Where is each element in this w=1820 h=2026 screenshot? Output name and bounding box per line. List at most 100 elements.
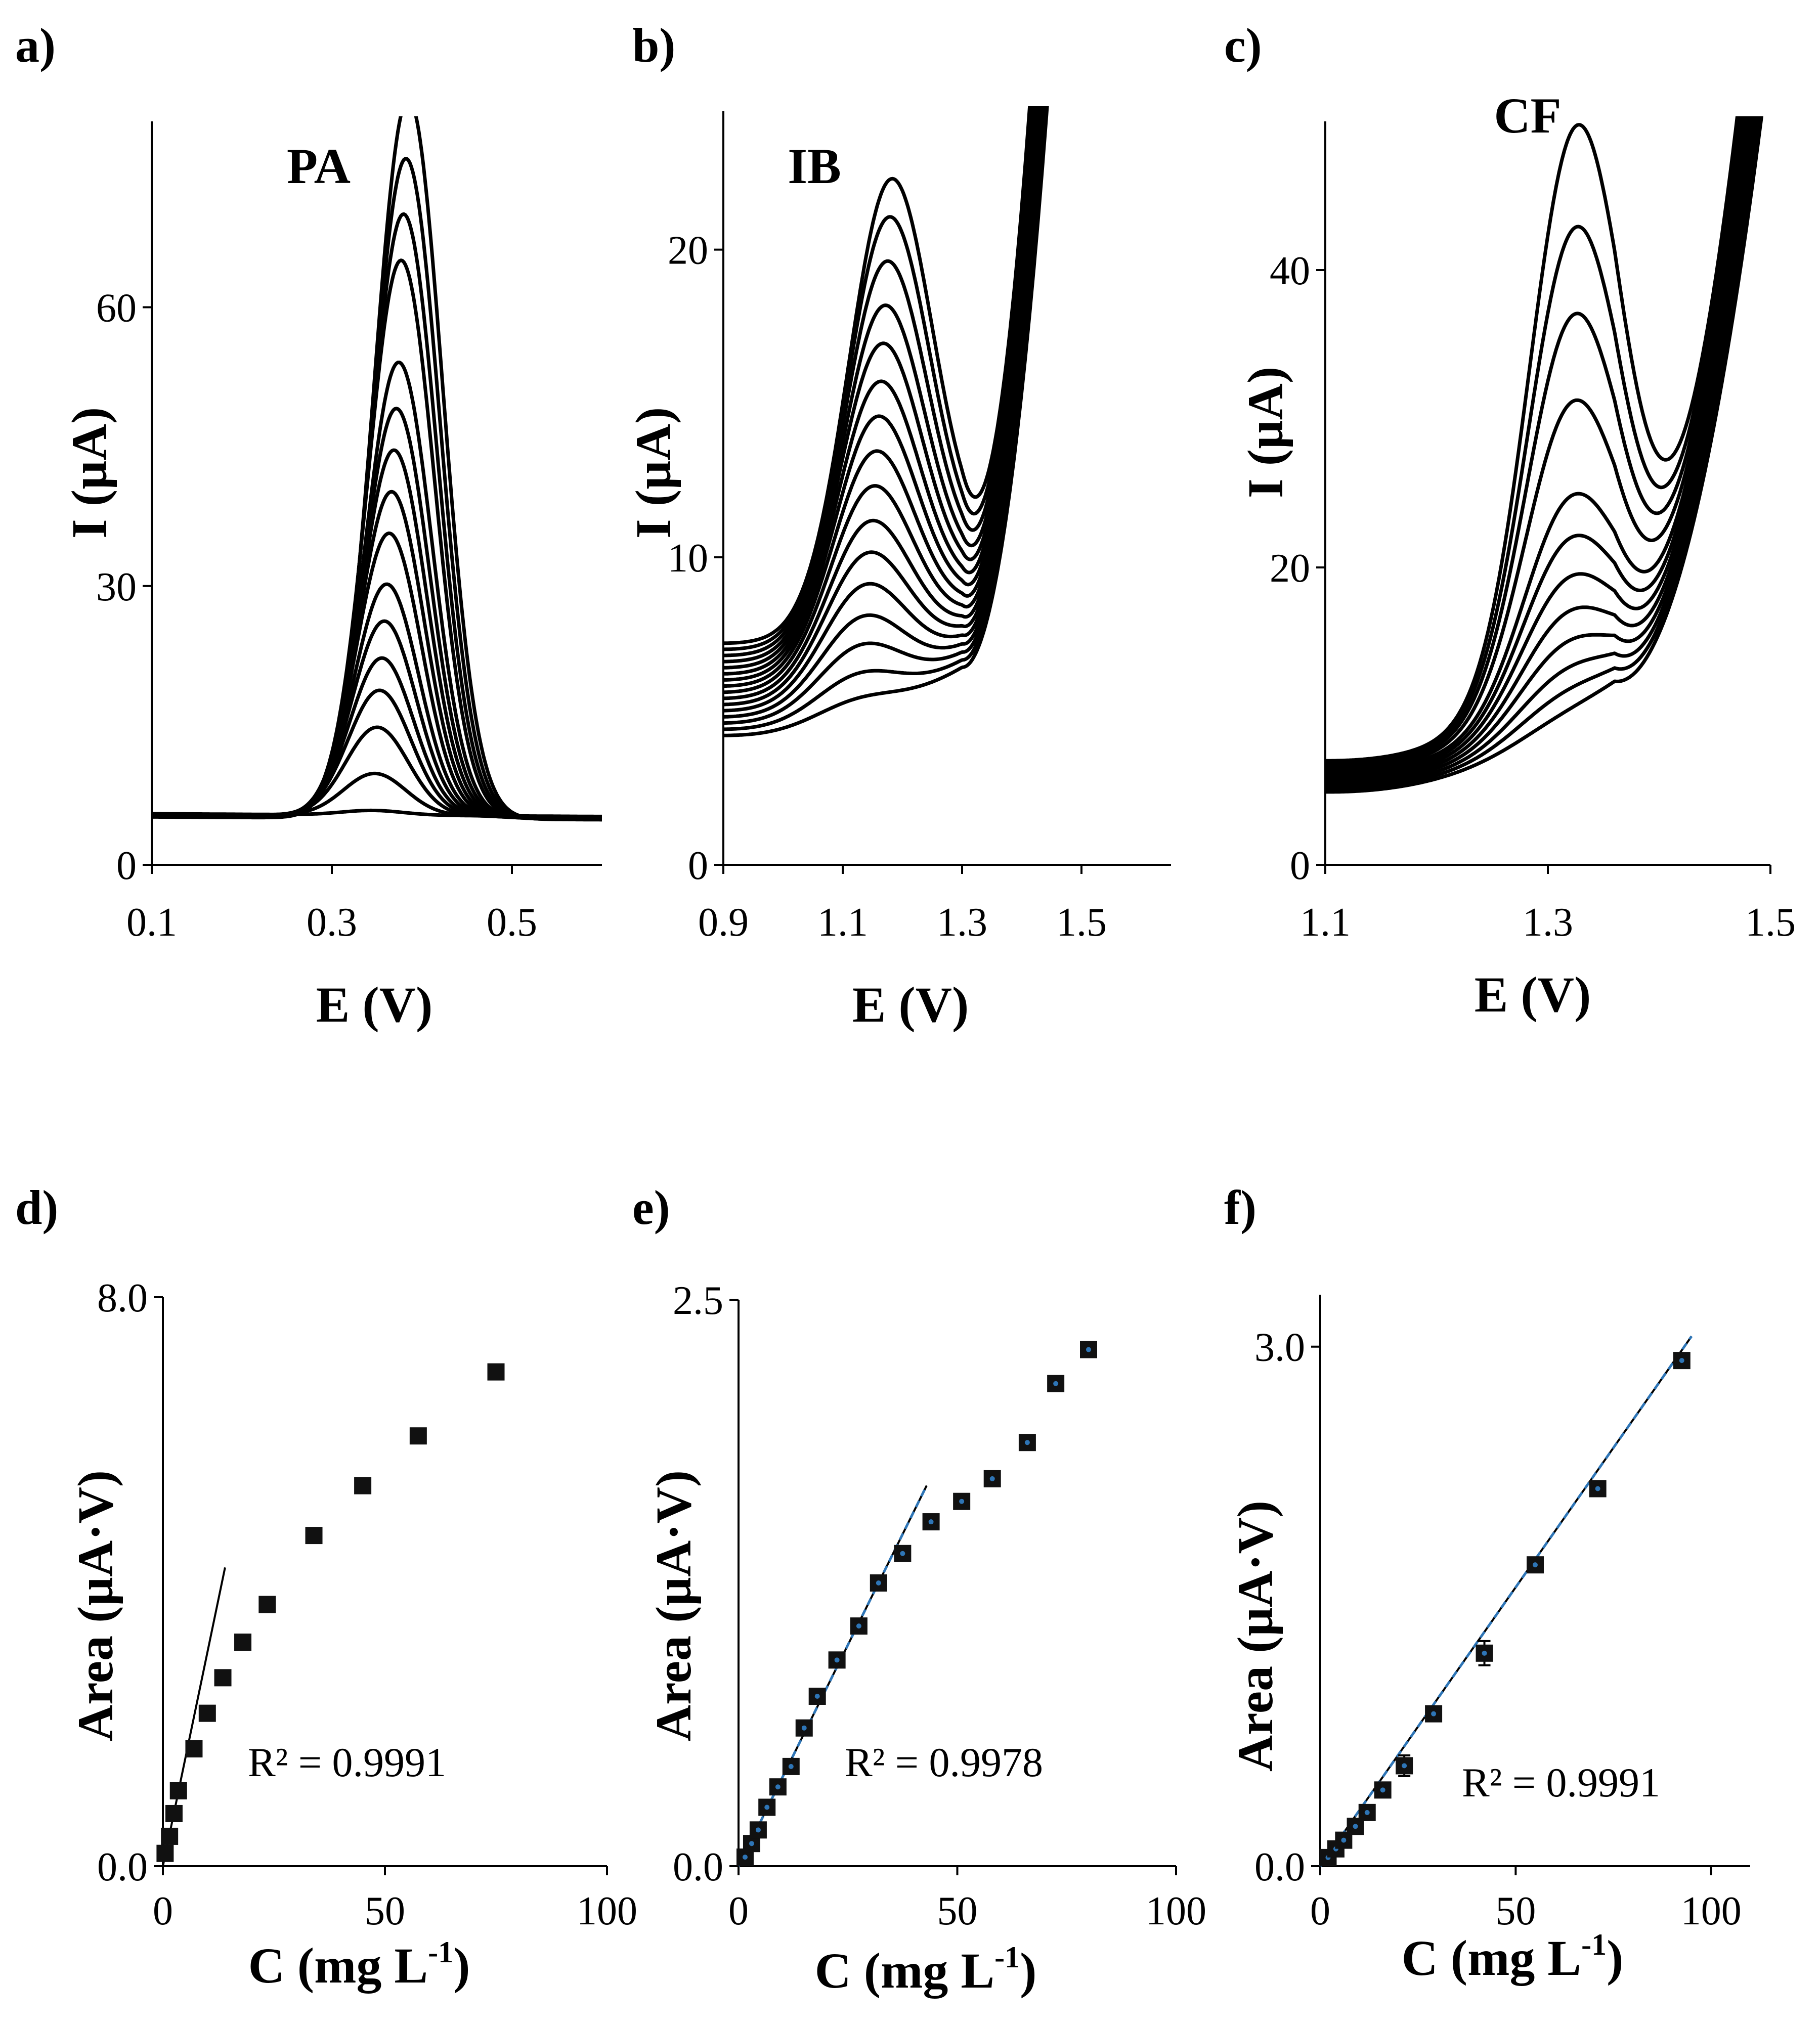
linear-fit-dashed-overlay: [1319, 1335, 1693, 1867]
data-point-center: [1024, 1440, 1030, 1445]
panel-d: d) 0 50 100 0.0 8.0 R² = 0.9991 C (mg L-1) A…: [15, 1180, 637, 1994]
data-point-center: [755, 1827, 761, 1833]
chart-title-c: CF: [1494, 87, 1561, 144]
x-axis-title-e: C (mg L-1): [815, 1941, 1037, 1999]
y-tick-label: 8.0: [97, 1276, 148, 1320]
voltammogram-curve: [152, 490, 602, 820]
voltammogram-curve: [1325, 116, 1756, 785]
y-tick-label: 40: [1270, 249, 1310, 293]
data-point-center: [801, 1725, 807, 1731]
x-tick-label: 0: [153, 1889, 173, 1933]
voltammogram-curve: [152, 656, 602, 819]
x-axis-title-a: E (V): [316, 977, 433, 1033]
x-axis-title-end-d: ): [453, 1937, 470, 1994]
panel-label-c: c): [1224, 18, 1262, 72]
r-squared-annotation-e: R² = 0.9978: [845, 1739, 1043, 1785]
data-point: [165, 1804, 183, 1822]
x-tick-label: 50: [937, 1889, 978, 1933]
data-point-center: [1380, 1787, 1385, 1793]
y-tick-label: 2.5: [673, 1279, 723, 1323]
chart-title-a: PA: [287, 138, 351, 194]
plot-area-b: 0.9 1.1 1.3 1.5 0 10 20: [668, 106, 1171, 945]
plot-area-f: 0 50 100 0.0 3.0: [1254, 1295, 1750, 1933]
voltammogram-curve: [1325, 116, 1754, 782]
x-tick-label: 0.9: [698, 900, 749, 945]
x-tick-label: 0: [1310, 1889, 1330, 1933]
voltammogram-curve: [723, 106, 1042, 700]
y-tick-label: 0: [116, 844, 137, 888]
y-axis-title-a: I (µA): [61, 407, 117, 539]
voltammogram-curve: [723, 106, 1034, 657]
plot-area-c: 1.1 1.3 1.5 0 20 40: [1270, 116, 1796, 945]
x-tick-label: 0.3: [307, 900, 357, 945]
data-point: [305, 1527, 323, 1545]
x-axis-title-end-f: ): [1607, 1930, 1623, 1986]
voltammogram-curve: [723, 106, 1037, 676]
y-tick-label: 3.0: [1254, 1326, 1305, 1370]
y-tick-label: 0.0: [673, 1845, 723, 1889]
plot-area-d: 0 50 100 0.0 8.0: [97, 1276, 637, 1933]
data-point-center: [1353, 1824, 1358, 1829]
y-axis-title-e: Area (µA·V): [645, 1470, 702, 1741]
data-point-center: [788, 1764, 794, 1769]
voltammogram-curve: [723, 106, 1035, 664]
r-squared-annotation-d: R² = 0.9991: [248, 1739, 446, 1785]
x-axis-title-b: E (V): [852, 977, 969, 1033]
panel-label-f: f): [1224, 1180, 1256, 1235]
y-tick-label: 60: [96, 286, 137, 331]
data-point-center: [764, 1804, 770, 1810]
voltammogram-curve: [723, 106, 1048, 731]
data-point-center: [834, 1657, 840, 1663]
x-axis-title-d: C (mg L-1): [248, 1935, 470, 1994]
x-tick-label: 100: [577, 1889, 637, 1933]
panel-b: b) IB 0.9 1.1 1.3 1.5 0 10 20 E (V) I (µA): [625, 18, 1171, 1033]
data-point: [214, 1669, 232, 1687]
voltammogram-curve: [1325, 116, 1740, 763]
data-point: [354, 1477, 372, 1494]
y-tick-label: 20: [668, 229, 708, 273]
voltammogram-curve: [723, 106, 1041, 694]
y-axis-title-d: Area (µA·V): [67, 1470, 123, 1741]
panel-a: a) PA 0.1 0.3 0.5 0 30 60 E (V) I (µA): [15, 18, 602, 1033]
voltammogram-curve: [723, 106, 1033, 651]
voltammogram-curve: [1325, 116, 1758, 788]
voltammogram-curve: [1325, 116, 1745, 771]
data-point: [198, 1704, 216, 1722]
data-point-center: [1482, 1650, 1487, 1656]
voltammogram-curve: [152, 619, 602, 820]
voltammogram-curve: [723, 106, 1043, 707]
voltammogram-curve: [1325, 116, 1763, 794]
data-point-center: [814, 1694, 820, 1699]
data-point: [234, 1634, 252, 1651]
data-point-center: [749, 1841, 754, 1846]
x-tick-label: 100: [1681, 1889, 1742, 1933]
y-tick-label: 0.0: [97, 1845, 148, 1889]
y-tick-label: 20: [1270, 546, 1310, 591]
data-point-center: [1679, 1358, 1684, 1363]
x-axis-title-sup-d: -1: [428, 1935, 453, 1969]
voltammogram-curve: [723, 106, 1036, 670]
data-point-center: [959, 1499, 965, 1504]
voltammogram-curve: [152, 582, 602, 820]
y-tick-label: 0.0: [1254, 1845, 1305, 1889]
x-axis-title-sup-f: -1: [1581, 1928, 1607, 1961]
voltammogram-curve: [152, 448, 602, 820]
x-tick-label: 1.5: [1056, 900, 1107, 945]
data-point-center: [775, 1784, 781, 1790]
data-point: [169, 1782, 187, 1799]
x-axis-title-text-e: C (mg L: [815, 1943, 995, 1999]
voltammogram-curve: [1325, 116, 1741, 766]
voltammogram-curve: [1325, 116, 1752, 780]
x-tick-label: 0.5: [487, 900, 537, 945]
voltammogram-curve: [723, 106, 1049, 737]
panel-label-a: a): [15, 18, 56, 72]
voltammogram-curve: [723, 106, 1038, 682]
y-tick-label: 10: [668, 536, 708, 581]
data-point: [185, 1740, 203, 1757]
chart-title-b: IB: [788, 138, 841, 194]
data-point-center: [1595, 1486, 1600, 1491]
data-point: [487, 1363, 505, 1381]
data-point-center: [989, 1476, 995, 1481]
plot-area-a: 0.1 0.3 0.5 0 30 60: [96, 116, 602, 945]
x-axis-title-text-f: C (mg L: [1402, 1930, 1582, 1986]
